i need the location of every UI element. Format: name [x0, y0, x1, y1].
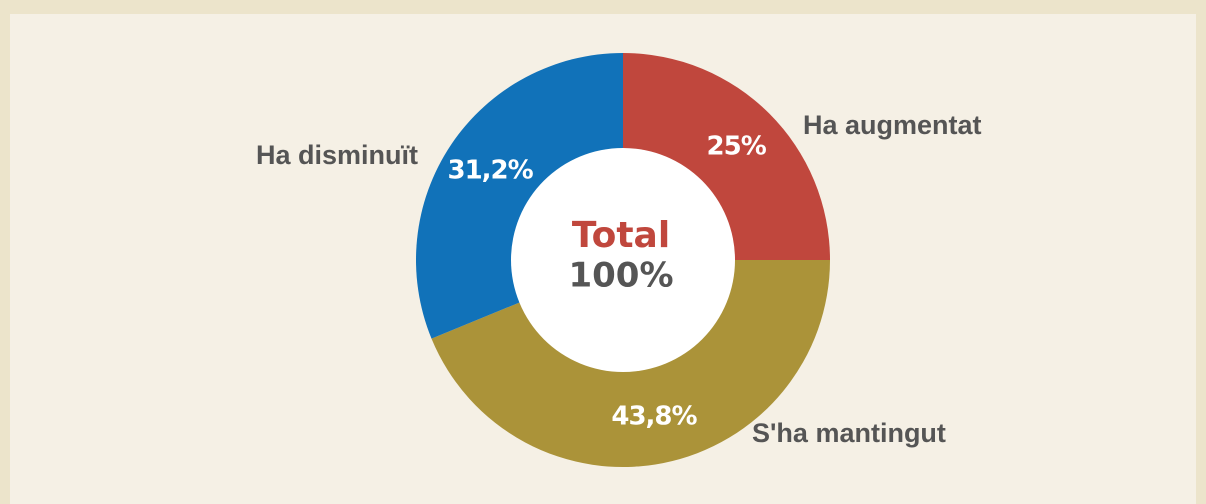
value-label: 25% — [707, 131, 767, 161]
category-label: S'ha mantingut — [752, 418, 946, 448]
value-label: 31,2% — [448, 155, 534, 185]
center-title: Total — [572, 215, 670, 256]
value-label: 43,8% — [611, 401, 697, 431]
donut-hole — [511, 148, 735, 372]
category-label: Ha augmentat — [803, 110, 982, 140]
center-text: 100% — [568, 256, 673, 296]
category-label: Ha disminuït — [256, 140, 418, 170]
